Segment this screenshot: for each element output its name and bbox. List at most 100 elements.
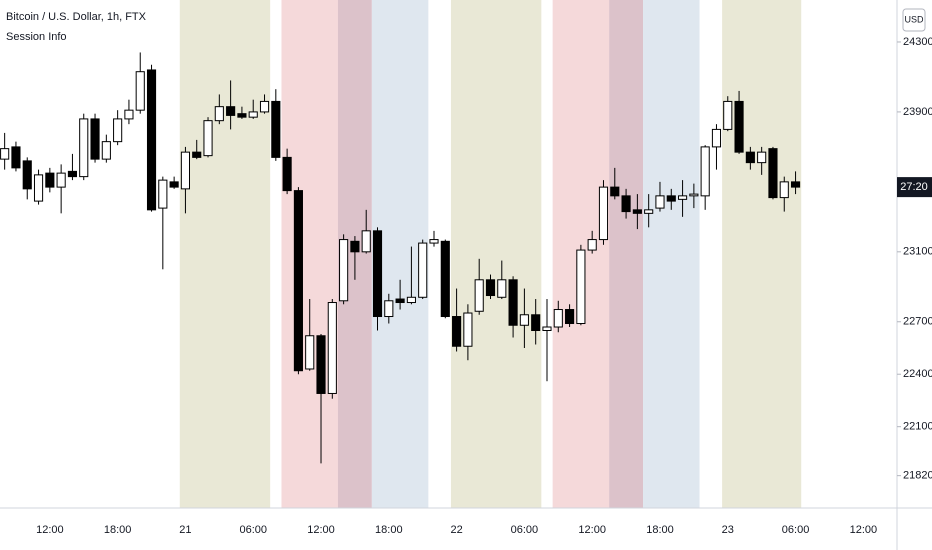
candle-body: [418, 242, 428, 298]
candle-body: [745, 151, 755, 164]
session-band: [722, 0, 802, 508]
candle-body: [192, 151, 202, 158]
candle-body: [711, 128, 722, 148]
y-tick-label: 23100.0: [903, 246, 932, 258]
countdown-box: [897, 177, 932, 198]
candle-body: [226, 106, 236, 116]
candle-body: [790, 181, 801, 188]
candle-body: [180, 151, 190, 190]
x-tick-label: 06:00: [511, 524, 539, 536]
x-tick-label: 18:00: [646, 524, 674, 536]
candle-body: [678, 195, 688, 200]
candle-body: [56, 172, 66, 188]
y-tick-label: 21820.0: [903, 470, 932, 482]
y-tick-label: 22400.0: [903, 368, 932, 380]
candle-body: [553, 309, 563, 328]
candle-body: [452, 316, 462, 347]
candle-body: [67, 170, 78, 178]
x-tick-label: 12:00: [578, 524, 606, 536]
x-tick-label: 18:00: [375, 524, 403, 536]
candle-body: [101, 141, 111, 160]
countdown-label: 27:20: [900, 181, 928, 193]
candle-body: [350, 240, 360, 253]
y-tick-label: 22100.0: [903, 421, 932, 433]
candle-body: [565, 309, 575, 325]
candle-body: [485, 279, 496, 297]
candle-body: [406, 296, 416, 304]
chart-title: Bitcoin / U.S. Dollar, 1h, FTX: [6, 11, 147, 23]
candle-body: [33, 174, 44, 202]
x-tick-label: 23: [722, 524, 734, 536]
x-tick-label: 06:00: [782, 524, 810, 536]
candle-body: [316, 335, 326, 394]
axes: 21820.0 22100.0 22400.0 22700.0 23100.0 23900…: [36, 36, 932, 536]
candle-body: [327, 302, 337, 394]
candle-body: [135, 71, 145, 111]
x-tick-label: 22: [450, 524, 462, 536]
y-tick-label: 23900.0: [903, 106, 932, 118]
candles: [0, 52, 801, 464]
candle-body: [779, 181, 789, 199]
candle-body: [666, 195, 676, 202]
candle-body: [587, 239, 597, 251]
currency-label[interactable]: USD: [904, 14, 924, 24]
candle-body: [158, 179, 168, 209]
session-band: [179, 0, 271, 508]
indicator-name: Session Info: [6, 31, 67, 43]
x-tick-label: 21: [179, 524, 191, 536]
candle-body: [237, 113, 247, 118]
x-tick-label: 12:00: [36, 524, 64, 536]
candle-body: [576, 249, 586, 325]
candle-body: [531, 314, 541, 332]
candle-body: [497, 279, 507, 298]
currency-button[interactable]: [902, 8, 926, 32]
x-tick-label: 18:00: [104, 524, 132, 536]
candle-body: [305, 335, 315, 370]
candle-body: [124, 109, 134, 120]
candle-body: [655, 195, 665, 209]
candle-body: [463, 312, 473, 347]
candle-body: [248, 111, 258, 118]
candle-body: [372, 230, 383, 318]
candle-body: [474, 279, 484, 312]
candle-body: [508, 279, 518, 326]
candle-body: [644, 209, 654, 214]
candle-body: [282, 156, 292, 192]
sessions: [179, 0, 802, 508]
session-band: [450, 0, 542, 508]
candle-body: [146, 69, 157, 211]
x-tick-label: 06:00: [239, 524, 267, 536]
candle-body: [45, 172, 55, 188]
candle-body: [542, 326, 552, 332]
candle-body: [519, 314, 529, 326]
candle-body: [22, 160, 32, 190]
candle-body: [632, 209, 642, 214]
candle-body: [293, 190, 303, 372]
candle-body: [90, 118, 100, 160]
candle-body: [621, 195, 631, 213]
x-tick-label: 12:00: [307, 524, 335, 536]
candle-body: [689, 193, 699, 197]
candle-body: [384, 300, 394, 318]
candle-body: [757, 151, 767, 164]
candle-body: [700, 146, 710, 197]
candle-body: [79, 118, 89, 178]
candle-body: [339, 239, 349, 302]
session-band: [609, 0, 644, 508]
candle-body: [361, 230, 371, 253]
candle-body: [395, 298, 405, 304]
session-band: [281, 0, 338, 508]
candle-body: [723, 100, 733, 130]
session-band: [643, 0, 700, 508]
candle-body: [610, 186, 620, 197]
candle-body: [429, 239, 439, 244]
candle-body: [214, 106, 224, 122]
candle-body: [11, 146, 21, 169]
candle-body: [271, 100, 281, 158]
y-tick-label: 22700.0: [903, 316, 932, 328]
candle-body: [0, 148, 10, 160]
y-tick-label: 24300.0: [903, 36, 932, 48]
x-tick-label: 12:00: [850, 524, 878, 536]
candle-body: [734, 100, 744, 153]
